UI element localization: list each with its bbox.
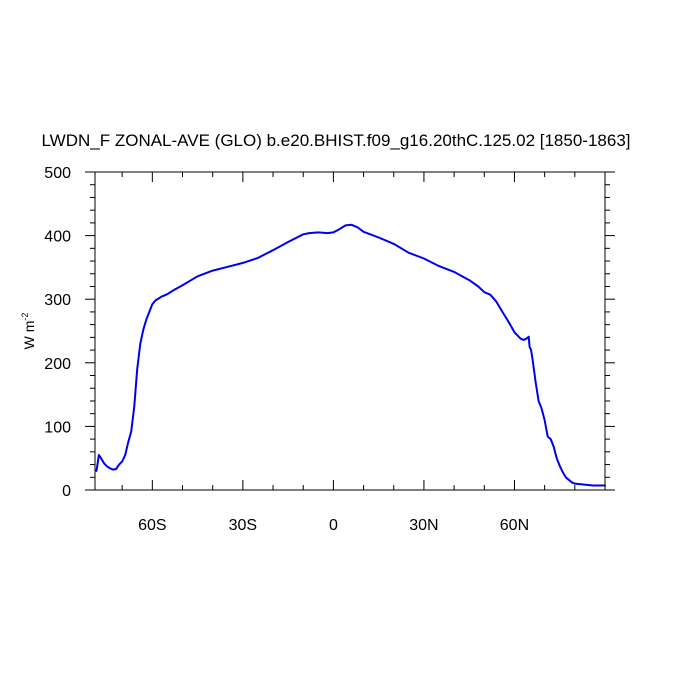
chart-title: LWDN_F ZONAL-AVE (GLO) b.e20.BHIST.f09_g… <box>41 131 630 150</box>
y-axis-label-exponent: -2 <box>20 313 30 321</box>
svg-text:W m-2: W m-2 <box>20 313 37 350</box>
minor-ticks <box>90 172 610 490</box>
series-line-0 <box>95 223 606 487</box>
series-group <box>95 223 606 487</box>
plot-frame <box>94 171 606 491</box>
x-tick-label-4: 60N <box>500 517 529 534</box>
y-ticks: 0 100 200 300 400 500 <box>44 165 615 500</box>
y-tick-label-2: 200 <box>44 356 71 373</box>
x-tick-label-3: 30N <box>409 517 438 534</box>
y-tick-label-5: 500 <box>44 165 71 182</box>
y-tick-label-1: 100 <box>44 419 71 436</box>
y-tick-label-3: 300 <box>44 292 71 309</box>
x-ticks: 60S 30S 0 30N 60N <box>138 172 529 534</box>
y-tick-label-4: 400 <box>44 229 71 246</box>
x-tick-label-1: 30S <box>229 517 257 534</box>
y-axis-label-text: W m <box>21 321 37 350</box>
x-tick-label-0: 60S <box>138 517 166 534</box>
x-tick-label-2: 0 <box>329 517 338 534</box>
y-tick-label-0: 0 <box>62 483 71 500</box>
y-axis-label: W m-2 <box>20 313 37 350</box>
